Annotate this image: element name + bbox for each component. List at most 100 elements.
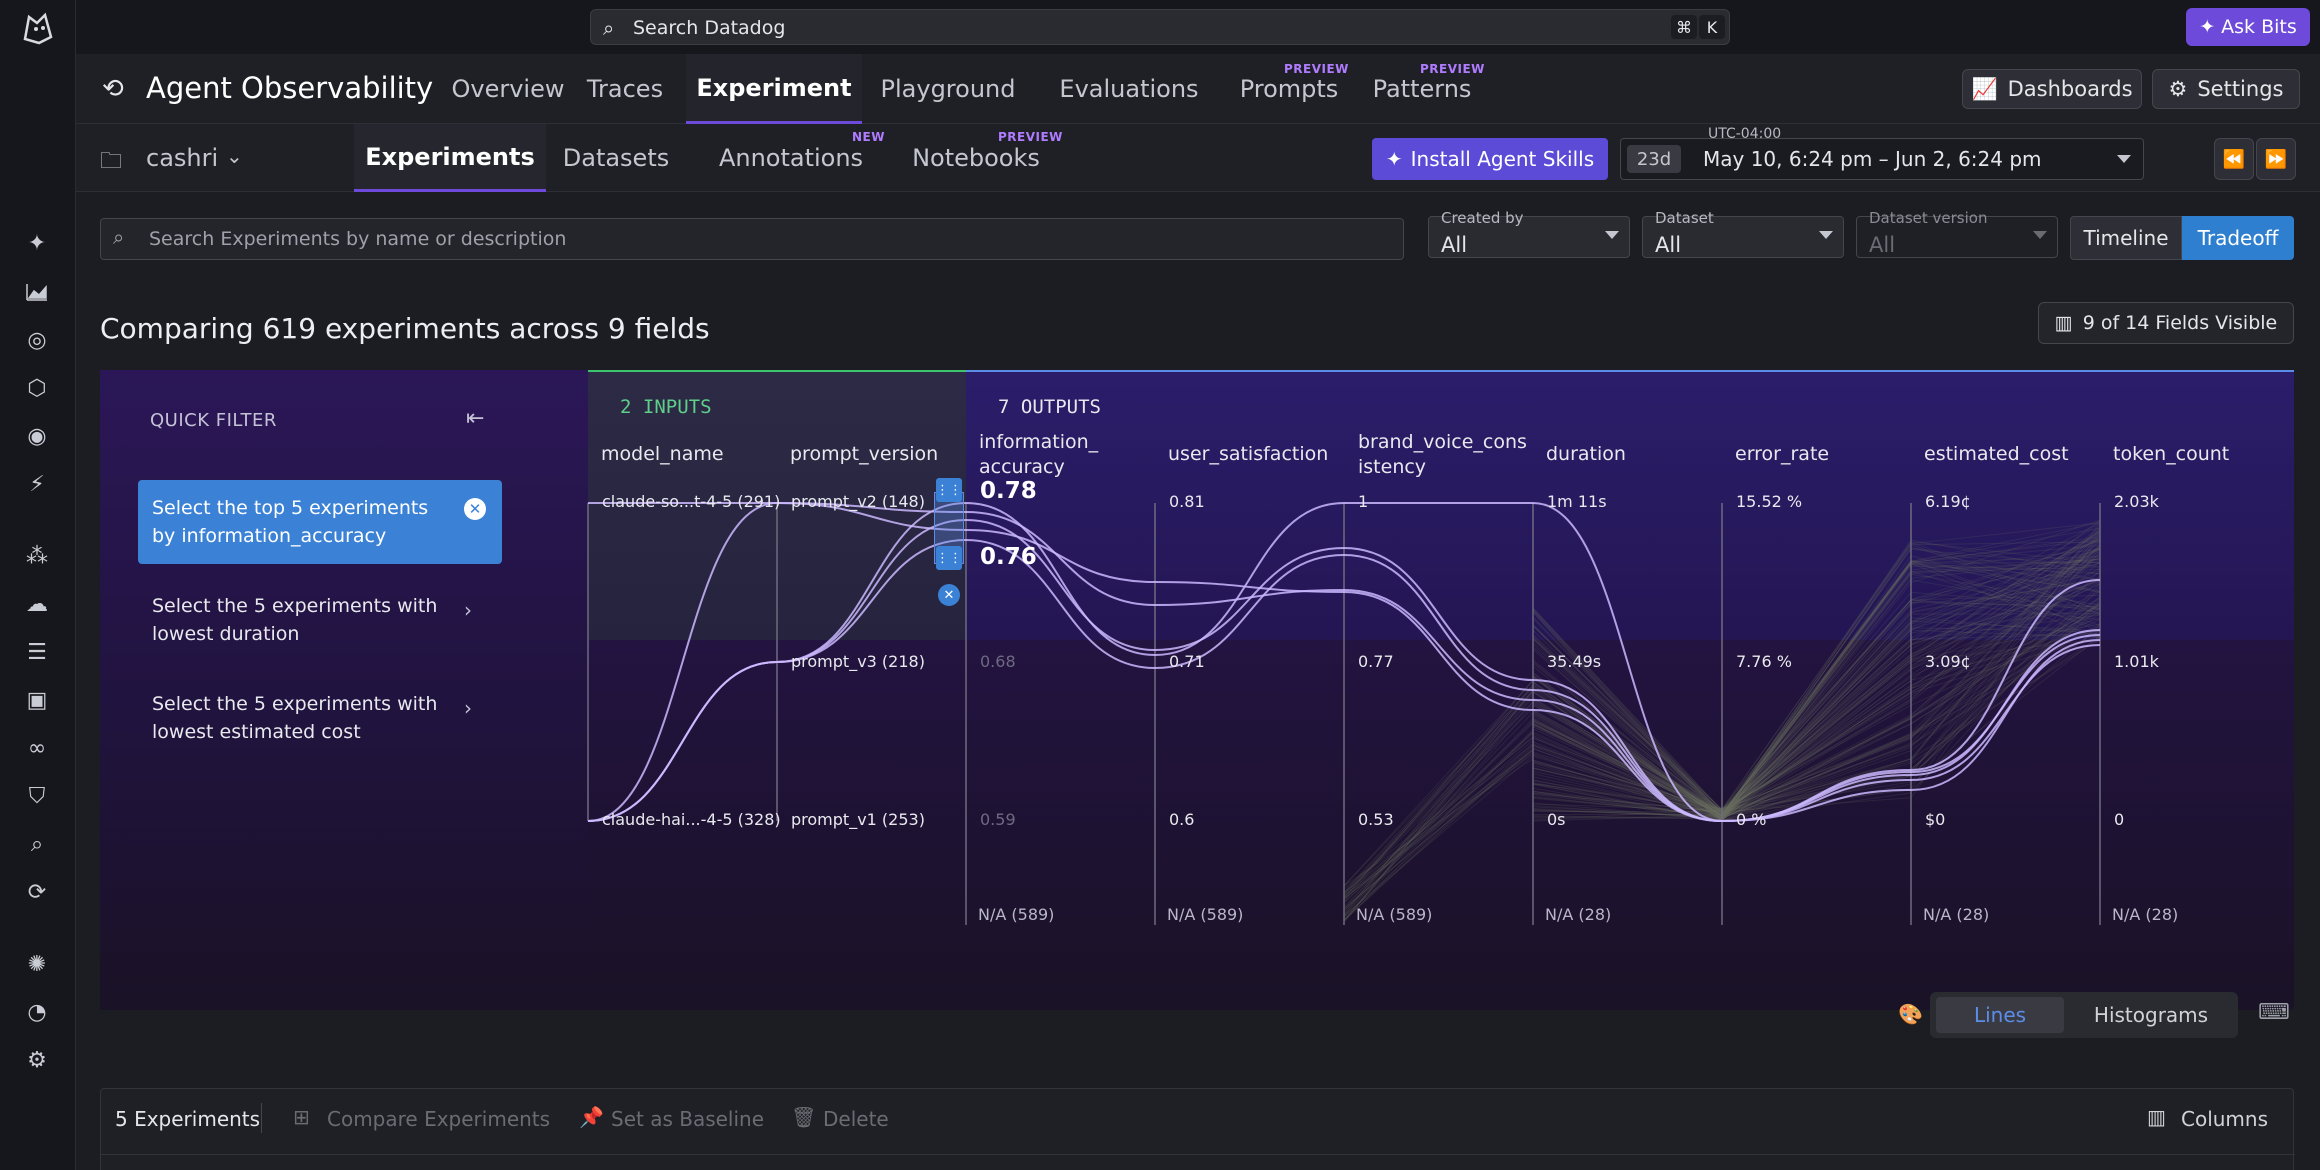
- delete-button[interactable]: Delete: [823, 1107, 889, 1131]
- target-icon[interactable]: ◎: [27, 327, 47, 353]
- quick-filter-item-selected[interactable]: Select the top 5 experiments by informat…: [138, 480, 502, 564]
- experiment-line[interactable]: [588, 501, 2101, 823]
- axis-name-prompt-version[interactable]: prompt_version: [790, 443, 939, 465]
- axis-name-duration[interactable]: duration: [1546, 443, 1626, 465]
- tab-experiment[interactable]: Experiment: [686, 54, 862, 124]
- columns-icon: ▥: [2054, 312, 2073, 334]
- axis-name-estimated-cost[interactable]: estimated_cost: [1924, 443, 2069, 465]
- tab-prompts[interactable]: PREVIEW Prompts: [1224, 54, 1354, 124]
- tab-playground[interactable]: Playground: [862, 54, 1034, 124]
- background-line: [1532, 539, 2101, 819]
- lines-toggle[interactable]: Lines: [1936, 997, 2064, 1033]
- settings-list-icon[interactable]: ⚙: [27, 1047, 47, 1073]
- axis-name-token-count[interactable]: token_count: [2113, 443, 2230, 465]
- logs-icon[interactable]: ☰: [27, 639, 47, 665]
- dashboards-button[interactable]: 📈 Dashboards: [1962, 69, 2142, 109]
- fields-visible-button[interactable]: ▥ 9 of 14 Fields Visible: [2038, 302, 2294, 344]
- dataset-version-select[interactable]: Dataset version All: [1856, 209, 2058, 258]
- time-range-picker[interactable]: 23d May 10, 6:24 pm – Jun 2, 6:24 pm: [1620, 138, 2144, 180]
- clear-brush-icon[interactable]: ✕: [938, 584, 960, 606]
- sparkle-icon[interactable]: ✦: [27, 230, 47, 256]
- columns-button[interactable]: Columns: [2181, 1107, 2269, 1131]
- tab-datasets[interactable]: Datasets: [546, 124, 686, 192]
- experiment-line[interactable]: [587, 501, 2101, 823]
- monitor-icon[interactable]: ▣: [26, 687, 48, 713]
- datadog-logo-icon[interactable]: [18, 8, 58, 48]
- rewind-button[interactable]: ⏪: [2214, 138, 2254, 180]
- close-icon[interactable]: ✕: [464, 498, 486, 520]
- background-line: [1532, 606, 2101, 817]
- tab-patterns[interactable]: PREVIEW Patterns: [1354, 54, 1490, 124]
- background-line: [1532, 541, 2101, 811]
- radar-icon[interactable]: ◉: [27, 423, 47, 449]
- histograms-toggle[interactable]: Histograms: [2093, 1003, 2209, 1027]
- lightning-icon[interactable]: ⚡: [29, 471, 45, 497]
- experiment-search-input[interactable]: ⌕ Search Experiments by name or descript…: [100, 218, 1404, 260]
- cloud-icon[interactable]: ☁: [26, 591, 48, 617]
- link-icon[interactable]: ∞: [27, 735, 47, 761]
- chevron-down-icon: [1819, 231, 1833, 239]
- fast-forward-button[interactable]: ⏩: [2256, 138, 2296, 180]
- timeline-toggle[interactable]: Timeline: [2070, 216, 2182, 260]
- compare-experiments-button[interactable]: Compare Experiments: [327, 1107, 551, 1131]
- experiment-line[interactable]: [587, 538, 2101, 823]
- tick-label: 0.77: [1358, 652, 1394, 671]
- brush-handle-bottom[interactable]: ⋮⋮: [936, 546, 962, 570]
- background-line: [1532, 578, 2101, 820]
- palette-icon[interactable]: 🎨: [1898, 1002, 1923, 1026]
- global-search-input[interactable]: ⌕ Search Datadog ⌘ K: [590, 9, 1730, 45]
- background-line: [1532, 563, 2101, 815]
- bug-icon[interactable]: ✺: [27, 951, 47, 977]
- gauge-icon[interactable]: ◔: [27, 999, 47, 1025]
- dataset-select[interactable]: Dataset All: [1642, 209, 1844, 258]
- tab-overview[interactable]: Overview: [446, 54, 570, 124]
- set-baseline-button[interactable]: Set as Baseline: [611, 1107, 765, 1131]
- background-line: [1532, 569, 2101, 820]
- tick-label: 0 %: [1736, 810, 1767, 829]
- background-line: [1532, 599, 2101, 812]
- tab-annotations[interactable]: NEW Annotations: [696, 124, 886, 192]
- agent-icon[interactable]: ⟳: [27, 879, 47, 905]
- ask-bits-button[interactable]: ✦ Ask Bits: [2186, 8, 2310, 46]
- collapse-icon[interactable]: ⇤: [466, 406, 485, 431]
- axis-name-error-rate[interactable]: error_rate: [1735, 443, 1830, 465]
- search-doc-icon[interactable]: ⌕: [30, 831, 44, 857]
- background-line: [1532, 522, 2101, 822]
- folder-icon: 🗀: [100, 149, 123, 174]
- keyboard-icon[interactable]: ⌨: [2258, 1000, 2290, 1025]
- tick-label: 1.01k: [2114, 652, 2159, 671]
- created-by-select[interactable]: Created by All: [1428, 209, 1630, 258]
- project-selector[interactable]: cashri: [146, 144, 219, 172]
- area-chart-icon[interactable]: [22, 277, 52, 307]
- background-line: [1532, 620, 2101, 819]
- dataset-version-label: Dataset version: [1869, 209, 1988, 227]
- tab-notebooks[interactable]: PREVIEW Notebooks: [886, 124, 1066, 192]
- package-icon[interactable]: ⬡: [27, 375, 47, 401]
- install-agent-skills-button[interactable]: ✦ Install Agent Skills: [1372, 138, 1608, 180]
- background-line: [1532, 608, 2101, 814]
- background-line: [1532, 608, 2101, 817]
- axis-name-user-satisfaction[interactable]: user_satisfaction: [1168, 443, 1329, 465]
- experiment-line[interactable]: [587, 518, 2101, 823]
- background-line: [1343, 749, 1534, 910]
- quick-filter-item[interactable]: Select the 5 experiments with lowest est…: [152, 693, 438, 743]
- na-label: N/A (589): [978, 905, 1055, 924]
- axis-name-model-name[interactable]: model_name: [601, 443, 724, 465]
- settings-label: Settings: [2197, 77, 2284, 101]
- axis-name-brand-voice-consistency[interactable]: brand_voice_consistency: [1358, 431, 1527, 478]
- tab-experiments[interactable]: Experiments: [354, 124, 546, 192]
- background-line: [1532, 550, 2101, 819]
- shield-icon[interactable]: ⛉: [28, 783, 46, 809]
- chevron-down-icon[interactable]: ⌄: [226, 144, 243, 168]
- quick-filter-item[interactable]: Select the 5 experiments with lowest dur…: [152, 595, 438, 645]
- background-line: [1532, 527, 2101, 811]
- tab-traces[interactable]: Traces: [570, 54, 680, 124]
- tradeoff-toggle[interactable]: Tradeoff: [2182, 216, 2294, 260]
- chevron-right-icon: ›: [464, 598, 472, 622]
- tab-evaluations[interactable]: Evaluations: [1034, 54, 1224, 124]
- settings-button[interactable]: ⚙ Settings: [2152, 69, 2300, 109]
- nodes-icon[interactable]: ⁂: [26, 543, 48, 569]
- brush-handle-top[interactable]: ⋮⋮: [936, 478, 962, 502]
- dashboards-label: Dashboards: [2007, 77, 2133, 101]
- axis-name-information-accuracy[interactable]: information_accuracy: [979, 431, 1099, 478]
